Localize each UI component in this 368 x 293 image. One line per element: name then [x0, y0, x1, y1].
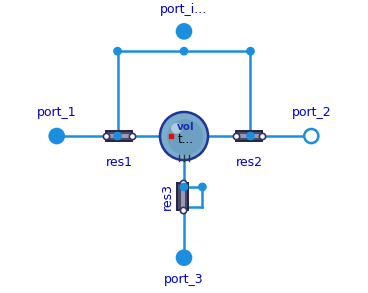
Text: port_2: port_2 — [291, 106, 331, 119]
Bar — [237, 134, 261, 138]
Circle shape — [167, 119, 203, 155]
Text: port_3: port_3 — [164, 273, 204, 286]
Circle shape — [114, 132, 121, 140]
Text: port_i...: port_i... — [160, 3, 208, 16]
Circle shape — [114, 47, 121, 55]
Circle shape — [180, 47, 188, 55]
Text: vol: vol — [177, 122, 195, 132]
Circle shape — [177, 24, 191, 38]
Text: port_1: port_1 — [37, 106, 77, 119]
Circle shape — [247, 132, 254, 140]
Circle shape — [304, 129, 318, 143]
Circle shape — [50, 129, 64, 143]
Text: res2: res2 — [236, 156, 262, 169]
Bar — [107, 134, 131, 138]
Text: res3: res3 — [160, 183, 174, 210]
Circle shape — [247, 47, 254, 55]
Circle shape — [177, 251, 191, 265]
Circle shape — [160, 112, 208, 160]
Bar — [181, 185, 185, 209]
Text: res1: res1 — [106, 156, 132, 169]
Circle shape — [171, 123, 181, 134]
Circle shape — [180, 183, 188, 191]
Bar — [106, 131, 132, 142]
Bar — [177, 183, 188, 210]
Text: t...: t... — [178, 133, 194, 146]
Circle shape — [199, 183, 206, 191]
Bar — [236, 131, 262, 142]
